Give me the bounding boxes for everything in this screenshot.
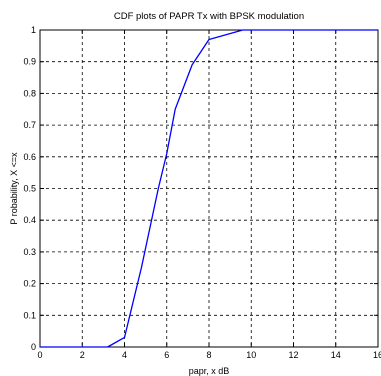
chart-title: CDF plots of PAPR Tx with BPSK modulatio… [114, 11, 304, 22]
y-tick-label-6: 0.6 [23, 152, 36, 162]
y-tick-label-9: 0.9 [23, 57, 36, 67]
y-tick-label-10: 1 [31, 25, 36, 35]
x-axis-label: papr, x dB [189, 366, 230, 376]
y-axis-label: P robability, X <=x [9, 152, 19, 225]
x-tick-label-1: 2 [80, 350, 85, 360]
y-tick-label-8: 0.8 [23, 88, 36, 98]
series-layer [40, 29, 378, 348]
series-line-0 [40, 29, 378, 348]
y-tick-label-0: 0 [31, 342, 36, 352]
y-tick-labels: 0 0.1 0.2 0.3 0.4 0.5 0.6 0.7 0.8 0.9 1 [23, 25, 36, 352]
y-tick-label-5: 0.5 [23, 184, 36, 194]
ticks [39, 29, 379, 348]
x-tick-label-2: 4 [122, 350, 127, 360]
x-tick-label-7: 14 [331, 350, 341, 360]
x-tick-label-4: 8 [206, 350, 211, 360]
x-tick-label-3: 6 [164, 350, 169, 360]
y-tick-label-7: 0.7 [23, 120, 36, 130]
x-tick-label-0: 0 [37, 350, 42, 360]
x-tick-labels: 0 2 4 6 8 10 12 14 16 [37, 350, 381, 360]
y-tick-label-3: 0.3 [23, 247, 36, 257]
y-tick-label-2: 0.2 [23, 279, 36, 289]
y-tick-label-1: 0.1 [23, 310, 36, 320]
x-tick-label-5: 10 [246, 350, 256, 360]
x-tick-label-6: 12 [288, 350, 298, 360]
x-tick-label-8: 16 [373, 350, 381, 360]
y-tick-label-4: 0.4 [23, 215, 36, 225]
grid [40, 30, 378, 347]
